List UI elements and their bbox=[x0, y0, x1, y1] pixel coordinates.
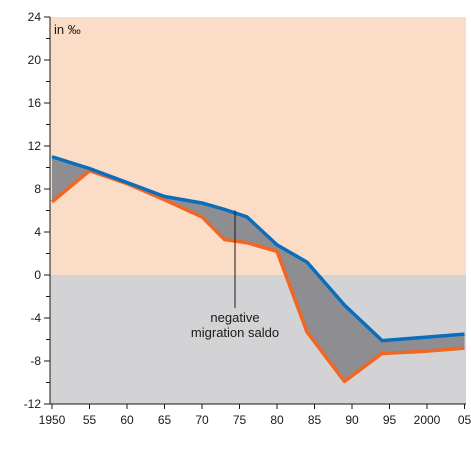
series-line-blue bbox=[51, 155, 465, 343]
x-tick-label: 80 bbox=[270, 413, 284, 427]
y-tick-label: 8 bbox=[34, 182, 41, 196]
annotation-label: negative bbox=[210, 310, 259, 325]
x-tick-label: 70 bbox=[195, 413, 209, 427]
plot-area: -12 -8 -4 0 4 8 12 16 20 24 1950 55 60 65 70 75 80 85 90 95… bbox=[24, 10, 471, 427]
y-tick-label: -8 bbox=[30, 354, 41, 368]
x-tick-label: 1950 bbox=[39, 413, 66, 427]
x-tick-label: 65 bbox=[158, 413, 172, 427]
y-tick-label: 24 bbox=[28, 10, 42, 24]
x-tick-label: 85 bbox=[308, 413, 322, 427]
unit-label: in ‰ bbox=[54, 22, 81, 37]
y-tick-label: 12 bbox=[28, 139, 42, 153]
y-tick-label: 16 bbox=[28, 96, 42, 110]
x-tick-label: 05 bbox=[458, 413, 471, 427]
gap-area bbox=[52, 156, 465, 382]
y-tick-label: 20 bbox=[28, 53, 42, 67]
y-tick-label: -12 bbox=[24, 397, 42, 411]
y-tick-label: 4 bbox=[34, 225, 41, 239]
x-tick-label: 2000 bbox=[414, 413, 441, 427]
x-tick-label: 95 bbox=[383, 413, 397, 427]
x-tick-label: 55 bbox=[83, 413, 97, 427]
y-tick-label: 0 bbox=[34, 268, 41, 282]
annotation-label: migration saldo bbox=[191, 325, 279, 340]
y-tick-label: -4 bbox=[30, 311, 41, 325]
x-tick-label: 90 bbox=[345, 413, 359, 427]
x-tick-label: 60 bbox=[120, 413, 134, 427]
x-tick-label: 75 bbox=[233, 413, 247, 427]
